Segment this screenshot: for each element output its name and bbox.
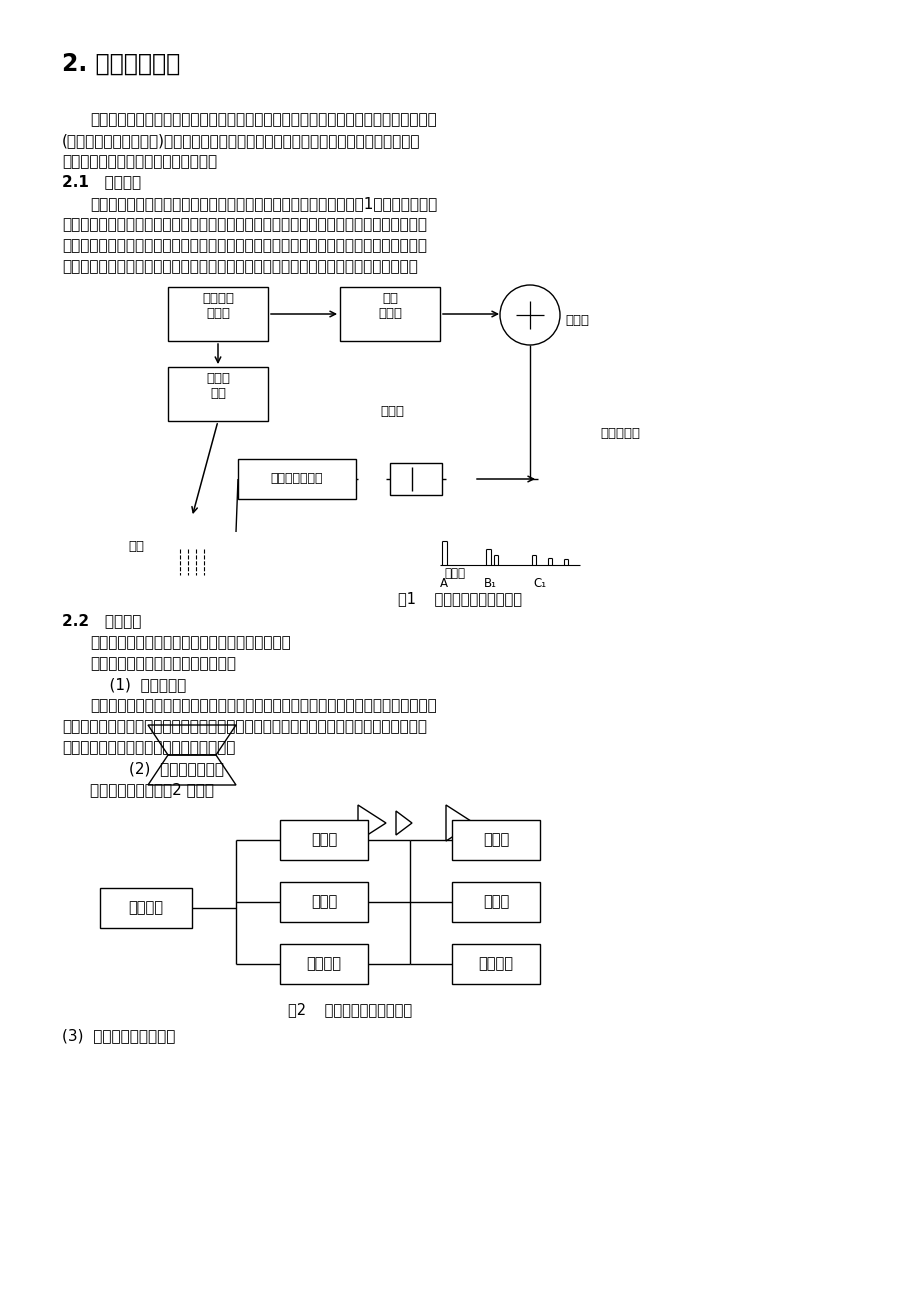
Text: 液浸法: 液浸法 (311, 894, 336, 910)
Text: (如裂纹、气泡、夹渣等)的大小、形成和分布情况，具有灵敏度高、穿透力强、检测速度: (如裂纹、气泡、夹渣等)的大小、形成和分布情况，具有灵敏度高、穿透力强、检测速度 (62, 133, 420, 148)
Bar (451, 944, 539, 984)
Text: 探头: 探头 (128, 540, 144, 553)
Bar (390, 464, 441, 495)
Text: 接触法: 接触法 (311, 832, 336, 848)
Bar (279, 881, 368, 922)
Bar (451, 820, 539, 861)
Bar (100, 888, 192, 928)
Text: 示波器: 示波器 (564, 314, 588, 327)
Text: 穿透法: 穿透法 (482, 894, 508, 910)
Text: A: A (439, 577, 448, 590)
Text: 时基
发生器: 时基 发生器 (378, 292, 402, 320)
Text: 头发射脉冲到被检测试块内，根据反射波的情况来检测试件缺陷的方法。脉冲反射法又包括: 头发射脉冲到被检测试块内，根据反射波的情况来检测试件缺陷的方法。脉冲反射法又包括 (62, 719, 426, 734)
Text: (1)  按原理分类: (1) 按原理分类 (90, 677, 186, 691)
Text: 现将几种常用的分类方法介绍如下。: 现将几种常用的分类方法介绍如下。 (90, 656, 236, 671)
Text: 脉冲发
生器: 脉冲发 生器 (206, 372, 230, 400)
Text: (3)  按探伤显示方法分类: (3) 按探伤显示方法分类 (62, 1029, 176, 1043)
Text: 超声探伤是无损检测的主要方法之一。它能非破坏性地探测材料性质及内部和表面缺陷: 超声探伤是无损检测的主要方法之一。它能非破坏性地探测材料性质及内部和表面缺陷 (90, 112, 437, 128)
Text: C₁: C₁ (533, 577, 546, 590)
Text: 时，通过信号处理系统，在示波器上加以显示，并将其幅度和传播时间显示出来。如果已知: 时，通过信号处理系统，在示波器上加以显示，并将其幅度和传播时间显示出来。如果已知 (62, 238, 426, 253)
Bar (168, 367, 267, 421)
Text: 超声探伤方法很多，可以按不同的方式进行分类。: 超声探伤方法很多，可以按不同的方式进行分类。 (90, 635, 290, 650)
Text: 缺陷回波法、底波高度法和多次底波法等。: 缺陷回波法、底波高度法和多次底波法等。 (62, 740, 235, 755)
Text: 时钟脉冲
发生器: 时钟脉冲 发生器 (202, 292, 233, 320)
Text: 仪原理图。脉冲发射器通过探头将超声波短脉冲送入试件，当回波从试件的缺陷或边界返回: 仪原理图。脉冲发射器通过探头将超声波短脉冲送入试件，当回波从试件的缺陷或边界返回 (62, 217, 426, 232)
Text: B₁: B₁ (483, 577, 496, 590)
Text: 按耦合方式剦类如图2 所示。: 按耦合方式剦类如图2 所示。 (90, 783, 214, 797)
Bar (168, 286, 267, 341)
Text: 检波器: 检波器 (380, 405, 403, 418)
Text: 2.2   探伤分类: 2.2 探伤分类 (62, 613, 142, 628)
Bar (238, 460, 356, 499)
Text: 反射法: 反射法 (482, 832, 508, 848)
Text: 探伤方法: 探伤方法 (129, 901, 164, 915)
Text: 按探伤原理分类可分为脉冲反射法、穿透法和共振法。脉冲反射法是一种利用超声波探: 按探伤原理分类可分为脉冲反射法、穿透法和共振法。脉冲反射法是一种利用超声波探 (90, 698, 437, 713)
Text: 超声波探伤具有反射和透射两种方法。其中反射方法精确度较高。图1是脉冲回波探伤: 超声波探伤具有反射和透射两种方法。其中反射方法精确度较高。图1是脉冲回波探伤 (90, 197, 437, 211)
Text: 非接触法: 非接触法 (306, 957, 341, 971)
Text: 2.1   基本原理: 2.1 基本原理 (62, 174, 141, 189)
Text: 图2    按耦合方式探伤分类图: 图2 按耦合方式探伤分类图 (288, 1003, 412, 1017)
Text: (2)  按耦合方式分类: (2) 按耦合方式分类 (90, 760, 223, 776)
Bar (340, 286, 439, 341)
Bar (451, 881, 539, 922)
Text: 射频前置放大器: 射频前置放大器 (270, 473, 323, 486)
Text: 图1    脉冲回波探伤仪原理图: 图1 脉冲回波探伤仪原理图 (398, 591, 521, 605)
Text: 视频放大器: 视频放大器 (599, 427, 640, 440)
Text: 示波图: 示波图 (444, 566, 464, 579)
Text: 2. 超声探伤原理: 2. 超声探伤原理 (62, 52, 180, 76)
Text: 快和设备简单、成本低等一系列特点。: 快和设备简单、成本低等一系列特点。 (62, 154, 217, 169)
Text: 电磁超声: 电磁超声 (478, 957, 513, 971)
Text: 试件中的声速，则根据示波器上的读数所获得的脉冲间的传输时间即可获得缺陷的深度。: 试件中的声速，则根据示波器上的读数所获得的脉冲间的传输时间即可获得缺陷的深度。 (62, 259, 417, 273)
Bar (279, 944, 368, 984)
Bar (279, 820, 368, 861)
